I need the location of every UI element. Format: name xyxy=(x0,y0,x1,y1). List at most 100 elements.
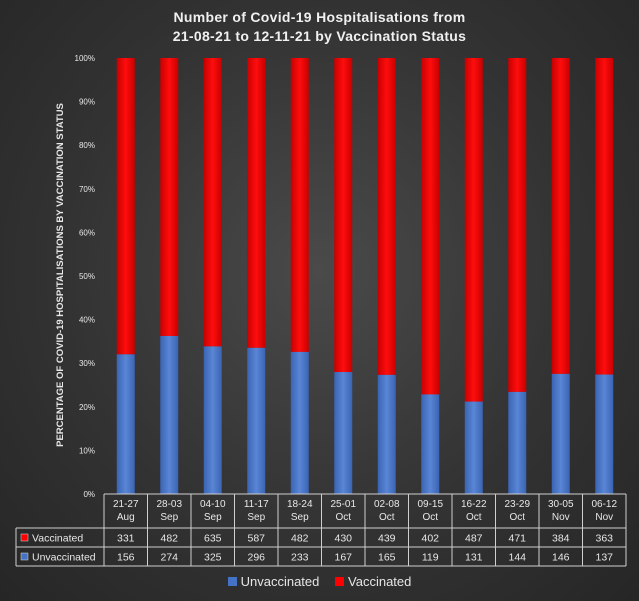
table-value-unvaccinated: 156 xyxy=(117,552,135,564)
bar-unvaccinated xyxy=(160,335,179,494)
table-value-vaccinated: 331 xyxy=(117,533,135,545)
x-tick-label: Oct xyxy=(509,512,525,523)
legend-swatch-unvaccinated xyxy=(227,577,237,586)
table-value-unvaccinated: 119 xyxy=(422,552,439,564)
bar-unvaccinated xyxy=(203,346,222,494)
y-tick-label: 10% xyxy=(79,446,95,455)
table-row-label-vaccinated: Vaccinated xyxy=(32,533,83,545)
table-value-vaccinated: 439 xyxy=(378,533,396,545)
chart-legend: Unvaccinated Vaccinated xyxy=(0,574,639,589)
table-value-vaccinated: 430 xyxy=(334,533,352,545)
bar-unvaccinated xyxy=(334,372,353,494)
table-value-vaccinated: 635 xyxy=(204,533,222,545)
table-value-unvaccinated: 167 xyxy=(334,552,352,564)
y-tick-label: 60% xyxy=(79,228,95,237)
table-value-vaccinated: 402 xyxy=(421,533,439,545)
bar-unvaccinated xyxy=(116,354,135,494)
bar-vaccinated xyxy=(421,58,440,395)
table-value-unvaccinated: 165 xyxy=(378,552,396,564)
table-value-unvaccinated: 296 xyxy=(247,552,265,564)
bar-unvaccinated xyxy=(377,374,396,494)
bar-vaccinated xyxy=(203,58,222,347)
x-tick-label: 04-10 xyxy=(200,499,226,510)
bar-vaccinated xyxy=(290,58,309,352)
y-tick-label: 30% xyxy=(79,359,95,368)
bar-vaccinated xyxy=(116,58,135,355)
bar-unvaccinated xyxy=(290,351,309,494)
x-tick-label: Aug xyxy=(117,512,135,523)
x-tick-label: Nov xyxy=(552,512,570,523)
bar-vaccinated xyxy=(508,58,527,392)
x-tick-label: Sep xyxy=(160,512,178,523)
bar-unvaccinated xyxy=(551,373,570,494)
x-tick-label: Sep xyxy=(204,512,222,523)
legend-swatch-vaccinated xyxy=(335,577,345,586)
bar-unvaccinated xyxy=(247,347,266,494)
y-tick-label: 20% xyxy=(79,403,95,412)
bar-vaccinated xyxy=(247,58,266,348)
table-value-vaccinated: 363 xyxy=(595,533,613,545)
chart-title-line-2: 21-08-21 to 12-11-21 by Vaccination Stat… xyxy=(172,28,467,44)
table-value-unvaccinated: 131 xyxy=(465,552,483,564)
bar-vaccinated xyxy=(160,58,179,336)
x-tick-label: 23-29 xyxy=(504,499,530,510)
bar-vaccinated xyxy=(334,58,353,373)
y-tick-label: 0% xyxy=(83,490,95,499)
chart-title: Number of Covid-19 Hospitalisations from… xyxy=(0,8,639,46)
x-tick-label: Oct xyxy=(335,512,351,523)
table-value-vaccinated: 384 xyxy=(552,533,570,545)
y-axis: 0% 10% 20% 30% 40% 50% 60% 70% 80% 90% 100% xyxy=(75,54,95,499)
table-value-vaccinated: 587 xyxy=(247,533,265,545)
x-tick-label: 30-05 xyxy=(548,499,574,510)
bar-unvaccinated xyxy=(464,401,483,494)
x-tick-label: 11-17 xyxy=(244,499,269,510)
x-tick-label: 06-12 xyxy=(591,499,617,510)
table-value-vaccinated: 482 xyxy=(291,533,309,545)
table-value-vaccinated: 487 xyxy=(465,533,483,545)
x-tick-label: 28-03 xyxy=(156,499,182,510)
table-value-unvaccinated: 144 xyxy=(508,552,526,564)
x-tick-label: 18-24 xyxy=(287,499,313,510)
table-value-unvaccinated: 274 xyxy=(160,552,178,564)
y-tick-label: 50% xyxy=(79,272,95,281)
bar-vaccinated xyxy=(377,58,396,375)
y-tick-label: 90% xyxy=(79,98,95,107)
x-tick-label: 21-27 xyxy=(113,499,139,510)
table-value-vaccinated: 482 xyxy=(160,533,178,545)
table-value-unvaccinated: 325 xyxy=(204,552,222,564)
x-tick-label: 16-22 xyxy=(461,499,487,510)
bar-vaccinated xyxy=(551,58,570,374)
x-tick-label: Sep xyxy=(291,512,309,523)
table-row-label-unvaccinated: Unvaccinated xyxy=(32,552,96,564)
y-tick-label: 100% xyxy=(75,54,95,63)
y-tick-label: 70% xyxy=(79,185,95,194)
x-tick-label: 02-08 xyxy=(374,499,400,510)
x-tick-label: Oct xyxy=(379,512,395,523)
y-axis-label: PERCENTAGE OF COVID-19 HOSPITALISATIONS … xyxy=(55,103,66,447)
table-key-vaccinated xyxy=(20,533,29,542)
table-key-unvaccinated xyxy=(20,552,29,561)
bar-unvaccinated xyxy=(421,394,440,494)
table-value-unvaccinated: 137 xyxy=(595,552,613,564)
x-tick-label: 09-15 xyxy=(417,499,443,510)
data-table: 21-27 Aug 28-03 Sep 04-10 Sep 11-17 Sep 18-24 Sep… xyxy=(15,493,627,567)
legend-item-unvaccinated: Unvaccinated xyxy=(227,574,320,589)
x-tick-label: Oct xyxy=(466,512,482,523)
y-tick-label: 40% xyxy=(79,316,95,325)
bar-unvaccinated xyxy=(595,374,614,494)
legend-label-unvaccinated: Unvaccinated xyxy=(240,574,320,589)
bar-vaccinated xyxy=(595,58,614,375)
table-value-unvaccinated: 146 xyxy=(552,552,570,564)
table-value-unvaccinated: 233 xyxy=(291,552,309,564)
x-tick-label: 25-01 xyxy=(330,499,356,510)
table-value-vaccinated: 471 xyxy=(508,533,526,545)
x-tick-label: Oct xyxy=(422,512,438,523)
bar-vaccinated xyxy=(464,58,483,402)
legend-item-vaccinated: Vaccinated xyxy=(335,574,411,589)
bars xyxy=(116,58,614,494)
x-tick-label: Sep xyxy=(247,512,265,523)
bar-unvaccinated xyxy=(508,391,527,494)
x-tick-label: Nov xyxy=(595,512,613,523)
chart-title-line-1: Number of Covid-19 Hospitalisations from xyxy=(173,9,466,25)
